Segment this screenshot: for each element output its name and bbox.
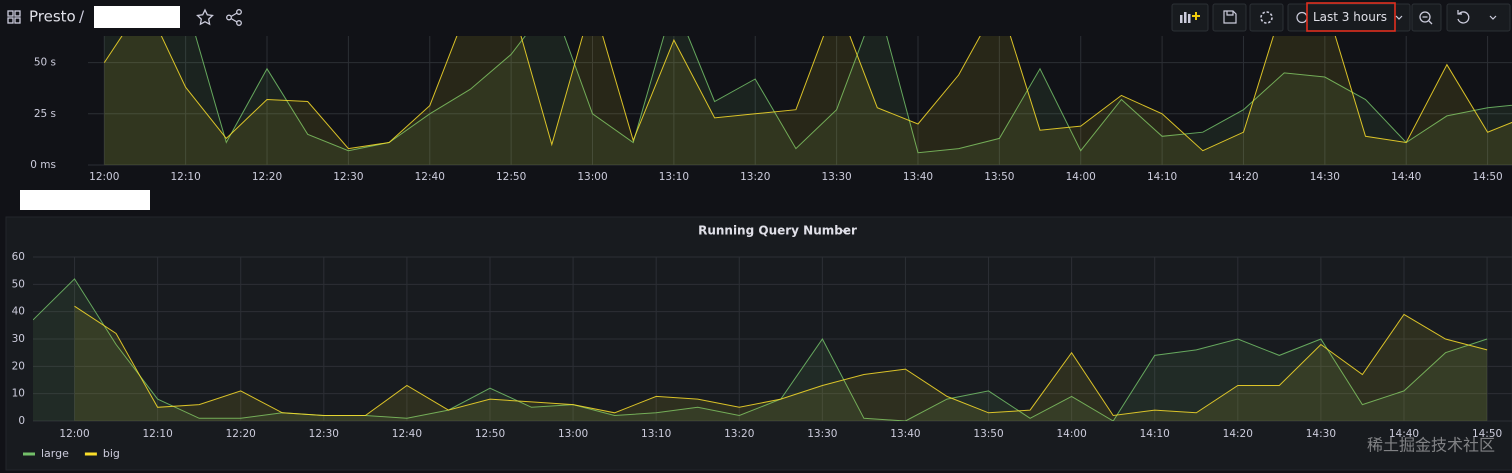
- refresh-caret: [1489, 15, 1497, 20]
- y-tick-label: 20: [12, 360, 25, 372]
- time-picker-caret: [1395, 15, 1403, 20]
- x-tick-label: 14:30: [1310, 171, 1340, 183]
- x-tick-label: 13:10: [641, 428, 671, 440]
- panel: [5, 216, 1512, 471]
- x-tick-label: 13:30: [821, 171, 851, 183]
- y-tick-label: 0 ms: [30, 159, 56, 171]
- x-tick-label: 13:00: [577, 171, 607, 183]
- add-panel-icon: [1180, 12, 1200, 23]
- apps-icon[interactable]: [7, 10, 21, 24]
- x-tick-label: 13:50: [973, 428, 1003, 440]
- panel-title: Running Query Number: [698, 224, 857, 238]
- x-tick-label: 12:10: [143, 428, 173, 440]
- x-tick-label: 12:40: [392, 428, 422, 440]
- x-tick-label: 14:40: [1391, 171, 1421, 183]
- x-tick-label: 12:30: [309, 428, 339, 440]
- series-line: [74, 305, 1488, 417]
- y-tick-label: 0: [18, 415, 25, 427]
- series-line: [195, 36, 1512, 154]
- legend-entry[interactable]: large: [41, 447, 69, 460]
- refresh-button[interactable]: [1446, 3, 1511, 32]
- share-button[interactable]: [226, 9, 242, 26]
- refresh-icon: [1457, 10, 1470, 24]
- series-area: [74, 306, 1488, 421]
- series-line: [33, 278, 1488, 421]
- x-tick-label: 14:00: [1056, 428, 1086, 440]
- legend-entry[interactable]: big: [103, 447, 120, 460]
- series-line: [103, 36, 1512, 152]
- series-area: [104, 36, 1512, 165]
- x-tick-label: 14:10: [1140, 428, 1170, 440]
- highlight-box: [1306, 2, 1396, 32]
- panel-menu-caret: [841, 229, 849, 234]
- star-button[interactable]: [196, 8, 214, 26]
- x-tick-label: 13:30: [807, 428, 837, 440]
- x-tick-label: 13:20: [740, 171, 770, 183]
- x-tick-label: 13:20: [724, 428, 754, 440]
- x-tick-label: 14:10: [1147, 171, 1177, 183]
- x-tick-label: 12:20: [252, 171, 282, 183]
- settings-icon: [1260, 11, 1273, 24]
- x-tick-label: 14:30: [1306, 428, 1336, 440]
- y-tick-label: 25 s: [34, 108, 56, 120]
- time-range[interactable]: Last 3 hours: [1313, 10, 1387, 24]
- dashboard-folder[interactable]: Presto: [29, 8, 76, 26]
- x-tick-label: 12:00: [59, 428, 89, 440]
- x-tick-label: 12:50: [475, 428, 505, 440]
- y-tick-label: 40: [12, 306, 25, 318]
- x-tick-label: 12:10: [171, 171, 201, 183]
- x-tick-label: 14:50: [1472, 428, 1502, 440]
- y-tick-label: 60: [12, 251, 25, 263]
- x-tick-label: 14:20: [1228, 171, 1258, 183]
- x-tick-label: 14:50: [1472, 171, 1502, 183]
- series-area: [104, 36, 1512, 165]
- x-tick-label: 13:10: [659, 171, 689, 183]
- y-tick-label: 10: [12, 388, 25, 400]
- x-tick-label: 12:00: [89, 171, 119, 183]
- watermark: 稀土掘金技术社区: [1367, 436, 1495, 455]
- save-icon: [1223, 10, 1237, 24]
- zoom-out-icon: [1419, 11, 1433, 25]
- y-tick-label: 50: [12, 278, 25, 290]
- y-tick-label: 50 s: [34, 57, 56, 69]
- x-tick-label: 14:40: [1389, 428, 1419, 440]
- y-tick-label: 30: [12, 333, 25, 345]
- settings-button[interactable]: [1249, 3, 1284, 32]
- redacted-name: [94, 6, 180, 28]
- breadcrumb-separator: /: [79, 8, 85, 26]
- x-tick-label: 12:20: [226, 428, 256, 440]
- x-tick-label: 14:20: [1223, 428, 1253, 440]
- x-tick-label: 12:30: [333, 171, 363, 183]
- x-tick-label: 12:40: [415, 171, 445, 183]
- x-tick-label: 13:00: [558, 428, 588, 440]
- redacted-row-title: [20, 190, 150, 210]
- x-tick-label: 12:50: [496, 171, 526, 183]
- top-bar: Presto / Last 3 hours: [7, 2, 1511, 32]
- x-tick-label: 14:00: [1066, 171, 1096, 183]
- x-tick-label: 13:40: [890, 428, 920, 440]
- x-tick-label: 13:50: [984, 171, 1014, 183]
- save-button[interactable]: [1212, 3, 1247, 32]
- x-tick-label: 13:40: [903, 171, 933, 183]
